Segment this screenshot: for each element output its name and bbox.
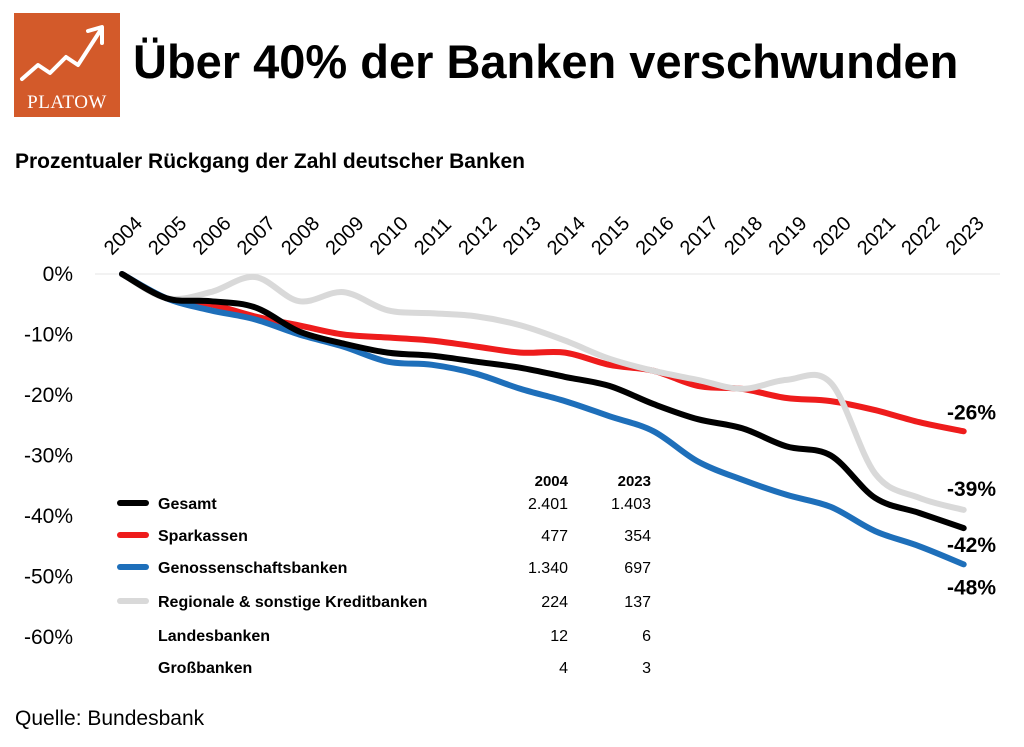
x-tick-label: 2014 — [543, 213, 590, 260]
x-tick-label: 2011 — [410, 214, 456, 260]
end-label-regionale-sonstige-kreditbanken: -39% — [947, 478, 996, 501]
table-header-2004: 2004 — [535, 473, 569, 490]
end-label-sparkassen: -26% — [947, 401, 996, 424]
x-tick-label: 2020 — [809, 213, 856, 260]
x-tick-label: 2016 — [632, 213, 679, 260]
y-tick-label: -40% — [24, 505, 73, 528]
legend-label: Regionale & sonstige Kreditbanken — [158, 594, 427, 611]
x-tick-label: 2006 — [189, 213, 236, 260]
y-tick-label: -10% — [24, 324, 73, 347]
x-tick-label: 2004 — [100, 213, 147, 260]
x-tick-label: 2022 — [897, 213, 944, 260]
x-tick-label: 2015 — [587, 213, 634, 260]
legend-label: Genossenschaftsbanken — [158, 560, 347, 577]
table-value-2023: 697 — [624, 560, 651, 577]
x-tick-label: 2019 — [764, 213, 811, 260]
legend-label: Großbanken — [158, 660, 252, 677]
table-value-2004: 477 — [541, 528, 568, 545]
y-tick-label: 0% — [43, 263, 73, 286]
series-line-gesamt — [119, 271, 967, 532]
legend-label: Gesamt — [158, 496, 217, 513]
trend-arrow-icon — [20, 25, 104, 81]
y-tick-label: -60% — [24, 626, 73, 649]
series-line-sparkassen — [119, 271, 967, 435]
legend-label: Sparkassen — [158, 528, 248, 545]
x-tick-label: 2023 — [942, 213, 989, 260]
x-tick-label: 2007 — [233, 213, 280, 260]
y-tick-label: -30% — [24, 445, 73, 468]
page-title: Über 40% der Banken verschwunden — [133, 35, 959, 88]
platow-logo: PLATOW — [14, 13, 120, 117]
x-tick-label: 2005 — [144, 213, 191, 260]
table-value-2023: 354 — [624, 528, 651, 545]
table-value-2004: 224 — [541, 594, 568, 611]
legend-label: Landesbanken — [158, 628, 270, 645]
x-tick-label: 2009 — [321, 213, 368, 260]
end-label-genossenschaftsbanken: -48% — [947, 576, 996, 599]
table-value-2023: 3 — [642, 660, 651, 677]
table-value-2004: 1.340 — [528, 560, 568, 577]
table-value-2004: 12 — [550, 628, 568, 645]
y-tick-label: -50% — [24, 566, 73, 589]
table-value-2004: 2.401 — [528, 496, 568, 513]
table-header-2023: 2023 — [618, 473, 651, 490]
source-note: Quelle: Bundesbank — [15, 707, 205, 730]
x-tick-label: 2013 — [499, 213, 546, 260]
series-line-regionale-sonstige-kreditbanken — [119, 271, 967, 513]
chart-subtitle: Prozentualer Rückgang der Zahl deutscher… — [15, 150, 525, 173]
x-tick-label: 2021 — [853, 213, 900, 260]
logo-text: PLATOW — [27, 92, 107, 113]
x-tick-label: 2010 — [366, 213, 413, 260]
x-tick-label: 2012 — [454, 213, 501, 260]
y-tick-label: -20% — [24, 384, 73, 407]
x-tick-label: 2018 — [720, 213, 767, 260]
table-value-2023: 1.403 — [611, 496, 651, 513]
end-label-gesamt: -42% — [947, 534, 996, 557]
x-tick-label: 2017 — [676, 213, 723, 260]
series-line-genossenschaftsbanken — [119, 271, 967, 568]
table-value-2004: 4 — [559, 660, 568, 677]
table-value-2023: 137 — [624, 594, 651, 611]
table-value-2023: 6 — [642, 628, 651, 645]
x-tick-label: 2008 — [277, 213, 324, 260]
